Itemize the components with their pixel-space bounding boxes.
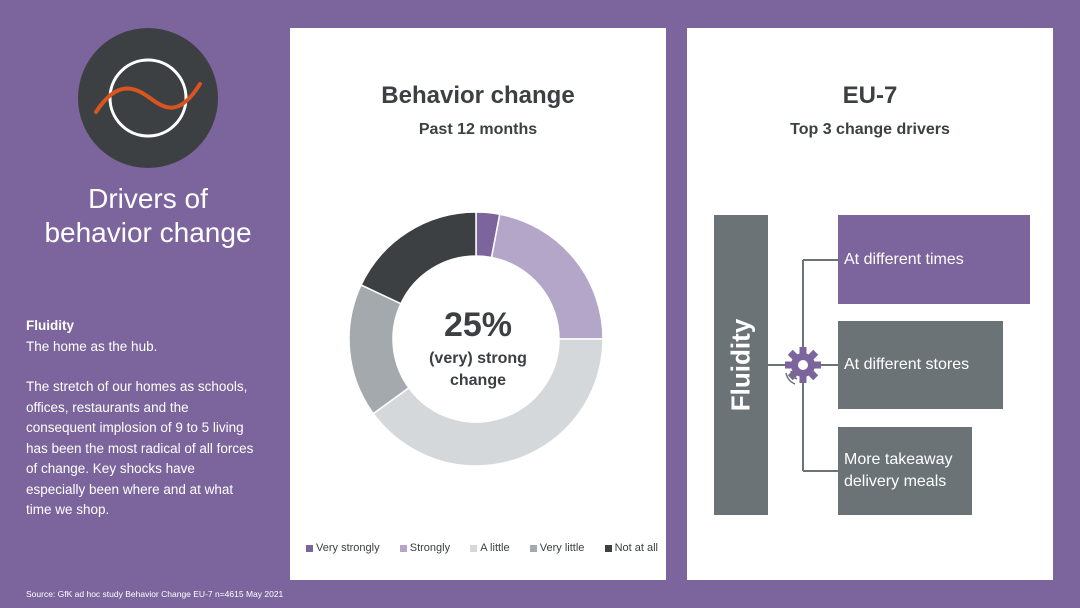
driver-box-3: More takeaway delivery meals: [838, 427, 972, 515]
legend-label: Very little: [539, 542, 585, 554]
legend-item-not-at-all: Not at all: [604, 542, 658, 554]
chart-title: Behavior change: [381, 82, 575, 109]
legend-label: Strongly: [409, 542, 451, 554]
legend-label: A little: [480, 542, 510, 554]
page-title-line-1: Drivers of: [88, 183, 208, 214]
drivers-title: EU-7: [842, 82, 898, 109]
driver-connectors: [768, 259, 838, 472]
legend-swatch: [306, 544, 313, 552]
donut-slice-not-at-all: [360, 211, 477, 305]
page-title-line-2: behavior change: [44, 217, 252, 248]
donut-center-value: 25%: [443, 306, 513, 344]
source-note: Source: GfK ad hoc study Behavior Change…: [26, 589, 284, 599]
description: Fluidity The home as the hub. The stretc…: [26, 316, 256, 521]
donut-slice-a-little: [372, 338, 604, 467]
drivers-subtitle: Top 3 change drivers: [790, 121, 950, 138]
legend-item-strongly: Strongly: [399, 542, 451, 554]
driver-label-1: At different times: [844, 250, 964, 268]
chart-legend: Very strongly Strongly A little Very little…: [306, 542, 658, 554]
behavior-change-card: Behavior change Past 12 months 25% (very…: [290, 28, 666, 580]
legend-item-very-little: Very little: [529, 542, 585, 554]
legend-swatch: [604, 544, 612, 552]
logo-badge: [78, 28, 218, 168]
page-title: Drivers of behavior change: [30, 182, 266, 250]
legend-item-very-strongly: Very strongly: [306, 542, 380, 554]
legend-swatch: [529, 544, 537, 552]
description-subheading: The home as the hub.: [26, 338, 158, 354]
legend-label: Not at all: [614, 542, 658, 554]
driver-box-2: At different stores: [838, 321, 1003, 409]
wave-in-circle-icon: [94, 58, 202, 138]
legend-item-a-little: A little: [470, 542, 510, 554]
change-drivers-card: EU-7 Top 3 change drivers Fluidi: [687, 28, 1053, 580]
fluidity-hub-label: Fluidity: [725, 318, 756, 412]
driver-label-2: At different stores: [844, 356, 970, 373]
description-heading: Fluidity: [26, 318, 74, 333]
donut-center-label: (very) strong change: [429, 350, 527, 389]
gear-icon: [785, 347, 821, 385]
fluidity-hub: Fluidity: [714, 215, 768, 515]
legend-label: Very strongly: [316, 542, 380, 554]
legend-swatch: [399, 544, 407, 552]
chart-subtitle: Past 12 months: [418, 121, 538, 138]
description-body: The stretch of our homes as schools, off…: [26, 379, 254, 517]
driver-label-3: More takeaway delivery meals: [844, 451, 953, 490]
driver-box-1: At different times: [838, 215, 1030, 304]
legend-swatch: [470, 544, 478, 552]
donut-chart: [348, 211, 604, 467]
